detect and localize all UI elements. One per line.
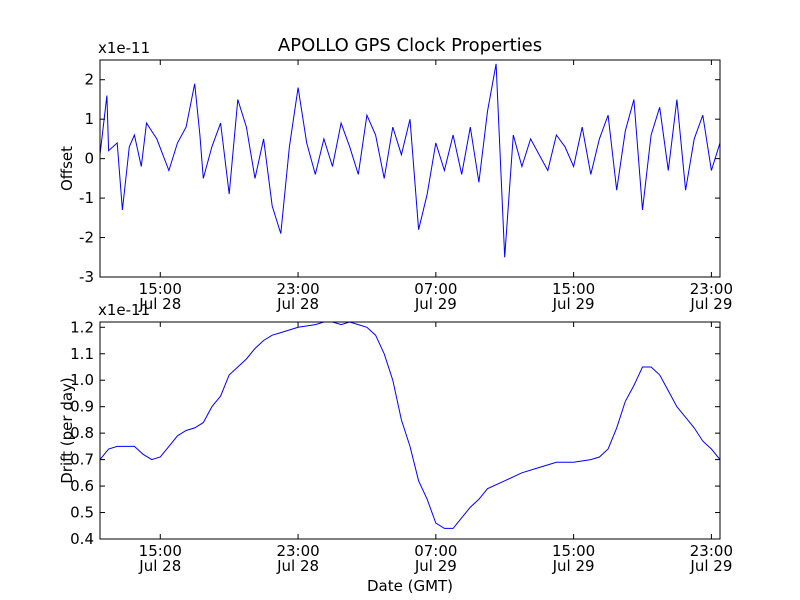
y-tick-label: 0.6: [70, 477, 94, 495]
x-tick-label-time: 07:00: [414, 280, 457, 298]
y-tick-label: 0.4: [70, 530, 94, 548]
x-tick-label-date: Jul 28: [138, 295, 181, 313]
y-tick-label: 0.9: [70, 398, 94, 416]
x-tick-label-time: 15:00: [552, 542, 595, 560]
drift-series-line: [99, 321, 721, 529]
x-tick-label-time: 23:00: [276, 280, 319, 298]
y-axis-label: Drift (per day): [58, 377, 76, 484]
y-tick-label: -3: [79, 268, 94, 286]
y-tick-label: 1.1: [70, 345, 94, 363]
y-axis-label: Offset: [58, 146, 76, 191]
plot-frame: [99, 59, 721, 278]
x-tick-label-time: 23:00: [276, 542, 319, 560]
y-tick-label: -1: [79, 189, 94, 207]
y-tick-label: 0.5: [70, 504, 94, 522]
y-tick-label: 0.8: [70, 424, 94, 442]
x-tick-label-time: 07:00: [414, 542, 457, 560]
x-tick-label-date: Jul 29: [689, 295, 732, 313]
y-tick-label: 1.2: [70, 318, 94, 336]
x-tick-label-date: Jul 29: [552, 557, 595, 575]
y-tick-label: 1.0: [70, 371, 94, 389]
y-tick-label: 1: [84, 110, 94, 128]
x-tick-label-date: Jul 29: [552, 295, 595, 313]
y-tick-label: 0.7: [70, 451, 94, 469]
plot-frame: [99, 321, 721, 540]
offset-series-line: [99, 63, 721, 258]
x-tick-label-date: Jul 29: [414, 557, 457, 575]
x-tick-label-date: Jul 28: [276, 557, 319, 575]
exponent-label: x1e-11: [98, 301, 150, 319]
chart-title: APOLLO GPS Clock Properties: [278, 35, 542, 56]
x-tick-label-time: 15:00: [552, 280, 595, 298]
x-tick-label-date: Jul 28: [138, 557, 181, 575]
y-tick-label: 0: [84, 150, 94, 168]
x-axis-label: Date (GMT): [367, 577, 453, 595]
x-tick-label-time: 15:00: [139, 280, 182, 298]
x-tick-label-time: 23:00: [690, 542, 733, 560]
y-tick-label: -2: [79, 229, 94, 247]
y-tick-label: 2: [84, 71, 94, 89]
exponent-label: x1e-11: [98, 39, 150, 57]
x-tick-label-time: 23:00: [690, 280, 733, 298]
x-tick-label-date: Jul 29: [414, 295, 457, 313]
x-tick-label-date: Jul 28: [276, 295, 319, 313]
x-tick-label-time: 15:00: [139, 542, 182, 560]
x-tick-label-date: Jul 29: [689, 557, 732, 575]
